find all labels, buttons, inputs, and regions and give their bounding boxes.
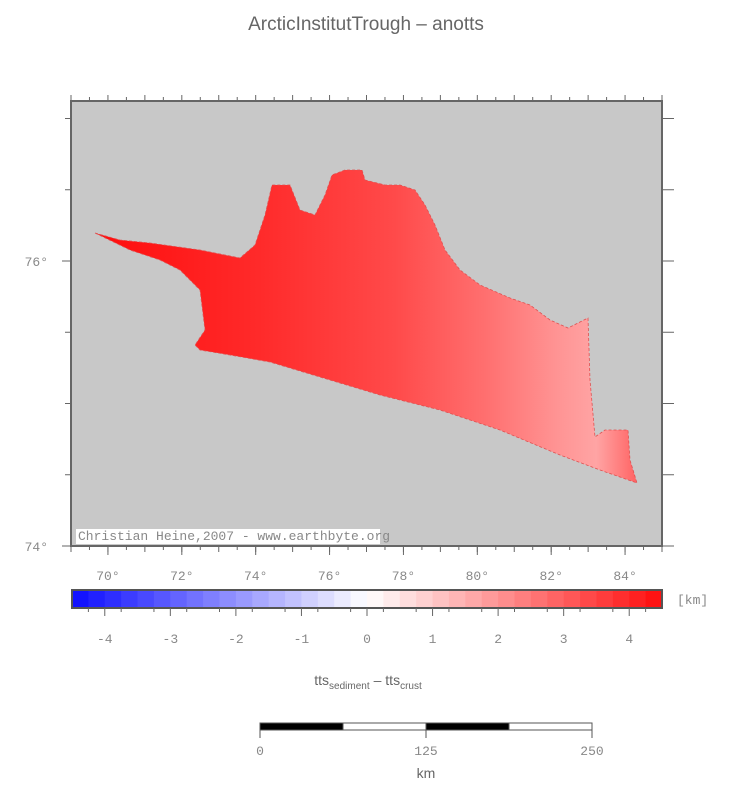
lon-tick-label: 82° [539,569,562,584]
colorbar-cell [285,590,302,608]
colorbar-cell [170,590,188,608]
anomaly-region [94,169,638,484]
label-part: tts [314,672,329,688]
colorbar-cell [235,590,253,608]
colorbar-cell [334,590,352,608]
colorbar-cell [596,590,614,608]
scale-segment [425,722,510,731]
scale-segment [342,722,427,731]
colorbar-cell [186,590,204,608]
label-sub: crust [400,681,422,692]
credit: Christian Heine,2007 - www.earthbyte.org [78,529,390,544]
colorbar-cell [432,590,450,608]
colorbar-cell [301,590,319,608]
colorbar-cell [268,590,286,608]
lat-tick-label: 76° [25,255,48,270]
lon-tick-label: 80° [466,569,489,584]
colorbar-cell [367,590,384,608]
colorbar-cell [547,590,565,608]
colorbar-cell [563,590,581,608]
colorbar-cell [465,590,483,608]
colorbar-cell [416,590,434,608]
scale-tick-label: 125 [414,744,437,759]
colorbar-cell [612,590,630,608]
lon-tick-label: 70° [96,569,119,584]
colorbar-cell [219,590,237,608]
lon-tick-label: 84° [613,569,636,584]
colorbar-tick-label: 0 [363,632,371,647]
lat-tick-label: 74° [25,540,48,555]
colorbar-cell [137,590,155,608]
scale-unit: km [417,765,436,781]
colorbar-cell [498,590,515,608]
colorbar-cell [481,590,499,608]
colorbar-cell [252,590,270,608]
colorbar-cell [383,590,401,608]
lon-tick-label: 78° [392,569,415,584]
colorbar-label: ttssediment – ttscrust [314,672,422,692]
colorbar-cell [203,590,220,608]
colorbar-tick-label: 2 [494,632,502,647]
colorbar-tick-label: -2 [228,632,244,647]
colorbar-cell [448,590,466,608]
colorbar-unit: [km] [677,593,708,608]
scale-segment [508,722,593,731]
lon-tick-label: 76° [318,569,341,584]
colorbar-cell [104,590,122,608]
colorbar-cell [153,590,171,608]
colorbar-tick-label: -4 [97,632,113,647]
colorbar-tick-label: -1 [294,632,310,647]
colorbar-cell [645,590,663,608]
colorbar-cell [514,590,532,608]
colorbar-cell [530,590,548,608]
label-part: – tts [374,672,400,688]
colorbar-cell [399,590,417,608]
lon-tick-label: 74° [244,569,267,584]
label-sub: sediment [329,681,370,692]
colorbar-cell [580,590,597,608]
colorbar-tick-label: -3 [163,632,179,647]
colorbar-tick-label: 3 [560,632,568,647]
colorbar-tick-label: 4 [625,632,633,647]
colorbar-tick-label: 1 [429,632,437,647]
colorbar-cell [88,590,106,608]
scale-bar: 0 125 250 [256,722,604,759]
scale-tick-label: 250 [580,744,603,759]
colorbar-cell [121,590,139,608]
colorbar-cell [350,590,368,608]
colorbar [72,590,663,608]
colorbar-cell [72,590,89,608]
title: ArcticInstitutTrough – anotts [248,14,484,35]
colorbar-cell [317,590,335,608]
scale-tick-label: 0 [256,744,264,759]
lon-tick-label: 72° [170,569,193,584]
credit-box [76,529,380,544]
colorbar-cell [629,590,647,608]
scale-segment [259,722,344,731]
